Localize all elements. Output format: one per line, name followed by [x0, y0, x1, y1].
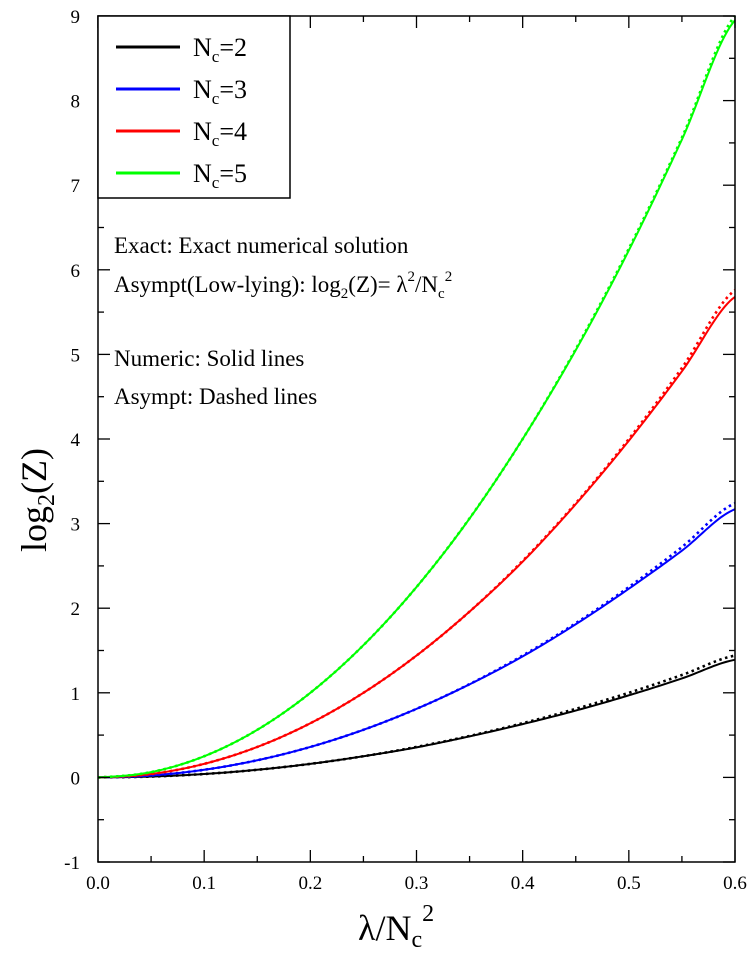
y-tick-label: 2 — [71, 599, 81, 620]
annotation-line-2-sub: 2 — [341, 286, 349, 302]
y-axis-title: log2(Z) — [14, 448, 60, 552]
legend-label-5: Nc=5 — [193, 159, 247, 192]
x-axis-title-main: λ/N — [358, 908, 411, 948]
y-axis-title-post: (Z) — [14, 448, 54, 494]
curves-layer — [97, 15, 737, 779]
legend-entries: Nc=2 Nc=3 Nc=4 Nc=5 — [116, 33, 247, 192]
y-tick-label: 7 — [71, 176, 81, 197]
x-tick-label: 0.3 — [405, 873, 429, 894]
x-tick-label: 0.6 — [723, 873, 747, 894]
x-tick-label: 0.0 — [86, 873, 110, 894]
x-tick-label: 0.2 — [298, 873, 322, 894]
legend-label-2: Nc=2 — [193, 33, 247, 66]
annotation-line-2-pre: Asympt(Low-lying): log — [114, 272, 341, 297]
annotation-line-3: Numeric: Solid lines — [114, 346, 304, 371]
y-tick-label: 9 — [71, 7, 81, 28]
numeric-line-2 — [97, 658, 736, 779]
y-tick-label: 8 — [71, 92, 81, 113]
annotation-line-2-slash: /N — [415, 272, 438, 297]
legend-label-3: Nc=3 — [193, 75, 247, 108]
annotation-line-2-mid: (Z)= λ — [348, 272, 408, 297]
y-tick-label: 5 — [71, 345, 81, 366]
y-tick-label: 0 — [71, 768, 81, 789]
legend-label-4: Nc=4 — [193, 117, 247, 150]
numeric-line-5 — [97, 19, 736, 779]
annotations: Exact: Exact numerical solution Asympt(L… — [114, 233, 452, 409]
annotation-line-2-sup1: 2 — [408, 269, 416, 285]
legend: Nc=2 Nc=3 Nc=4 Nc=5 — [97, 15, 291, 199]
x-tick-label: 0.4 — [511, 873, 535, 894]
x-tick-label: 0.1 — [192, 873, 216, 894]
annotation-line-2: Asympt(Low-lying): log2(Z)= λ2/Nc2 — [114, 269, 452, 302]
y-tick-label: -1 — [64, 853, 80, 874]
y-axis-title-pre: log — [14, 506, 54, 552]
tick-labels-layer: 0.0 0.1 0.2 0.3 0.4 0.5 0.6 -1 0 1 2 3 4 5 6 7 8 9 — [64, 7, 747, 894]
annotation-line-4: Asympt: Dashed lines — [114, 384, 317, 409]
y-tick-label: 1 — [71, 684, 81, 705]
x-axis-title-sup: 2 — [422, 901, 434, 927]
annotation-line-2-sup2: 2 — [445, 269, 453, 285]
y-tick-label: 3 — [71, 515, 81, 536]
asympt-line-3 — [97, 502, 736, 779]
x-tick-label: 0.5 — [617, 873, 641, 894]
y-tick-label: 6 — [71, 261, 81, 282]
annotation-line-2-sub3: c — [438, 286, 445, 302]
x-axis-title-sub: c — [411, 927, 422, 953]
numeric-line-4 — [97, 296, 736, 779]
x-axis-title: λ/Nc2 — [358, 901, 434, 953]
y-tick-label: 4 — [71, 430, 81, 451]
annotation-line-1: Exact: Exact numerical solution — [114, 233, 409, 258]
numeric-line-3 — [97, 508, 736, 779]
y-axis-title-sub: 2 — [34, 494, 60, 506]
